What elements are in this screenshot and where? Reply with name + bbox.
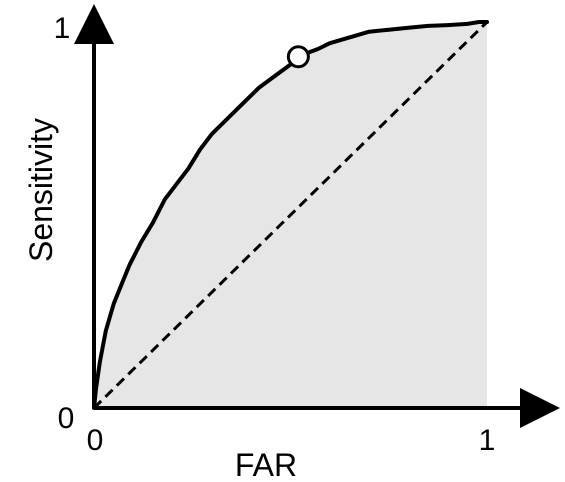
x-tick-label-0: 0 (87, 424, 104, 457)
y-tick-label-1: 1 (54, 12, 71, 45)
y-tick-label-0: 0 (58, 402, 75, 435)
roc-curve-line (92, 20, 489, 410)
operating-point-marker (286, 45, 310, 69)
y-axis-title: Sensitivity (23, 118, 59, 262)
x-axis-title: FAR (235, 447, 297, 482)
x-tick-label-1: 1 (479, 424, 496, 457)
chance-diagonal-line (92, 20, 489, 410)
